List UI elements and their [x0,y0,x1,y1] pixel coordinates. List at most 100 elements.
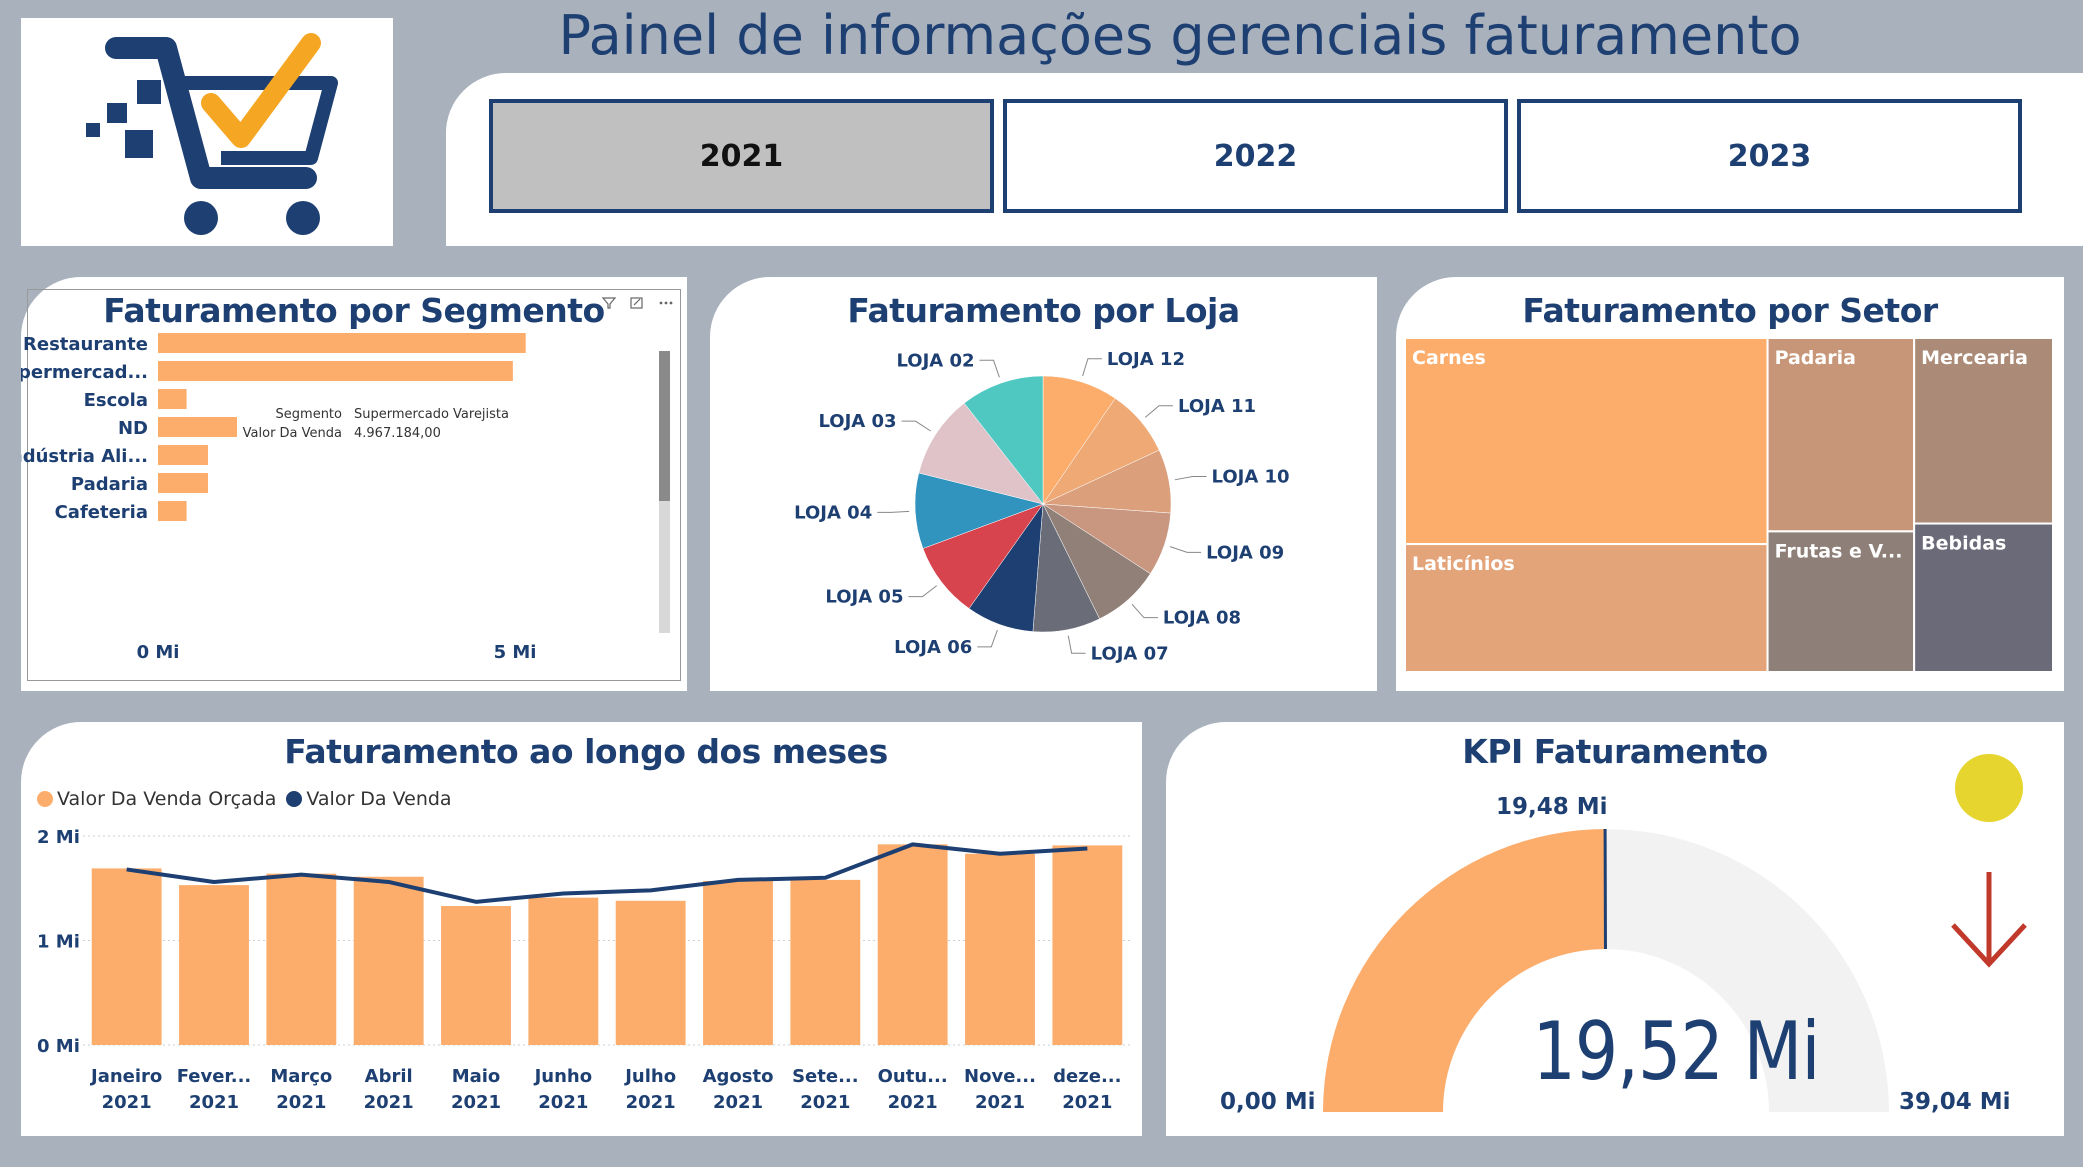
segment-bar [158,473,208,493]
treemap-tile [1404,543,1769,674]
kpi-max-label: 39,04 Mi [1899,1089,2011,1115]
legend-item-sales[interactable]: Valor Da Venda [286,788,452,810]
x-axis-year-label: 2021 [276,1092,326,1113]
treemap-tile [1913,522,2055,673]
x-axis-year-label: 2021 [975,1092,1025,1113]
arrow-down-icon [1951,872,2027,968]
segment-category-label: Escola [84,390,148,411]
year-button-2022[interactable]: 2022 [1003,99,1508,213]
segment-chart-border [27,289,681,681]
x-axis-year-label: 2021 [451,1092,501,1113]
x-axis-year-label: 2021 [800,1092,850,1113]
treemap-tile-label: Frutas e V... [1775,540,1903,562]
treemap-tile [1766,530,1916,673]
treemap-tile-label: Carnes [1412,347,1486,369]
monthly-budget-bar [790,879,861,1045]
x-axis-month-label: Junho [533,1066,593,1087]
monthly-budget-bar [1052,845,1123,1045]
year-button-2023[interactable]: 2023 [1517,99,2022,213]
segment-bar [158,445,208,465]
segment-category-label: ND [118,418,148,439]
legend-dot-icon [37,791,53,807]
x-axis-year-label: 2021 [538,1092,588,1113]
segment-chart-panel: Faturamento por Segmento Restaurante Supe… [21,277,687,691]
x-axis-year-label: 2021 [1062,1092,1112,1113]
pie-slice-label: LOJA 06 [894,637,972,658]
pie-slice-label: LOJA 10 [1212,467,1290,488]
segment-bar [158,417,258,437]
x-axis-month-label: Nove... [964,1066,1036,1087]
monthly-sales-line [126,842,1088,904]
y-axis-tick-label: 1 Mi [37,932,80,953]
more-options-icon[interactable] [659,301,673,305]
legend-label: Valor Da Venda Orçada [57,788,277,810]
legend-dot-icon [286,791,303,807]
pie-leader-line [977,629,998,648]
pie-leader-line [901,420,931,432]
tooltip-value: 4.967.184,00 [354,426,441,441]
x-axis-month-label: Maio [452,1066,501,1087]
filter-icon[interactable] [601,297,617,309]
monthly-budget-bar [266,873,337,1045]
treemap-tile-label: Mercearia [1921,347,2028,369]
treemap-tile-label: Laticínios [1412,553,1515,575]
kpi-value: 19,52 Mi [1532,1005,1820,1098]
pie-leader-line [1067,635,1086,654]
pie-slice-label: LOJA 03 [818,411,896,432]
pie-slice-label: LOJA 05 [825,587,903,608]
shopping-cart-check-icon [86,33,338,235]
pie-leader-line [908,585,938,598]
x-axis-year-label: 2021 [364,1092,414,1113]
monthly-combo-chart: 0 Mi 1 Mi 2 Mi Janeiro 2021 Fever... 2021 Março… [37,827,1131,1113]
store-chart-title: Faturamento por Loja [847,291,1240,330]
segment-axis-tick-label: 0 Mi [137,642,180,663]
monthly-chart-title: Faturamento ao longo dos meses [284,732,888,771]
x-axis-year-label: 2021 [626,1092,676,1113]
x-axis-month-label: Outu... [878,1066,948,1087]
sector-chart-title: Faturamento por Setor [1522,291,1938,330]
pie-slice [914,472,1044,549]
y-axis-tick-label: 2 Mi [37,827,80,848]
status-circle-icon [1955,754,2023,822]
pie-slice-label: LOJA 09 [1206,542,1284,563]
x-axis-year-label: 2021 [189,1092,239,1113]
treemap-tile [1913,337,2055,525]
monthly-chart-panel: Faturamento ao longo dos meses Valor Da … [21,722,1142,1136]
pie-leader-line [1144,405,1174,418]
x-axis-month-label: Julho [623,1066,676,1087]
pie-leader-line [1082,358,1102,377]
segment-bar [158,501,187,521]
tooltip-key: Valor Da Venda [242,426,342,441]
pie-slice-label: LOJA 12 [1107,349,1185,370]
x-axis-year-label: 2021 [102,1092,152,1113]
store-chart-panel: Faturamento por Loja LOJA 12 LOJA 11 LOJA … [710,277,1377,691]
year-button-2021[interactable]: 2021 [489,99,994,213]
x-axis-month-label: Abril [365,1066,413,1087]
sector-chart-panel: Faturamento por Setor Carnes Laticínios Pa… [1396,277,2064,691]
pie-slice [1042,375,1116,505]
monthly-budget-bar [353,876,424,1045]
pie-leader-line [1131,603,1158,619]
legend-item-budget[interactable]: Valor Da Venda Orçada [37,788,276,810]
segment-category-label: Padaria [71,474,148,495]
x-axis-month-label: deze... [1053,1066,1121,1087]
kpi-gauge [1323,754,2027,1112]
treemap-tile-label: Padaria [1775,347,1856,369]
segment-bar [158,333,526,353]
gauge-fill [1323,829,1606,1112]
segment-category-label: Cafeteria [55,502,148,523]
segment-bar [158,389,187,409]
kpi-target-label: 19,48 Mi [1496,794,1608,820]
pie-slice-label: LOJA 02 [896,350,974,371]
scrollbar-thumb[interactable] [659,351,670,501]
monthly-budget-bar [528,897,599,1045]
treemap-tile [1766,337,1916,533]
tooltip-key: Segmento [275,407,342,422]
x-axis-month-label: Sete... [792,1066,859,1087]
focus-mode-icon[interactable] [630,297,643,309]
pie-leader-line [1169,546,1202,553]
pie-slice [963,375,1044,505]
kpi-title: KPI Faturamento [1462,732,1768,771]
monthly-budget-bar [179,885,249,1045]
monthly-budget-bar [877,844,948,1045]
